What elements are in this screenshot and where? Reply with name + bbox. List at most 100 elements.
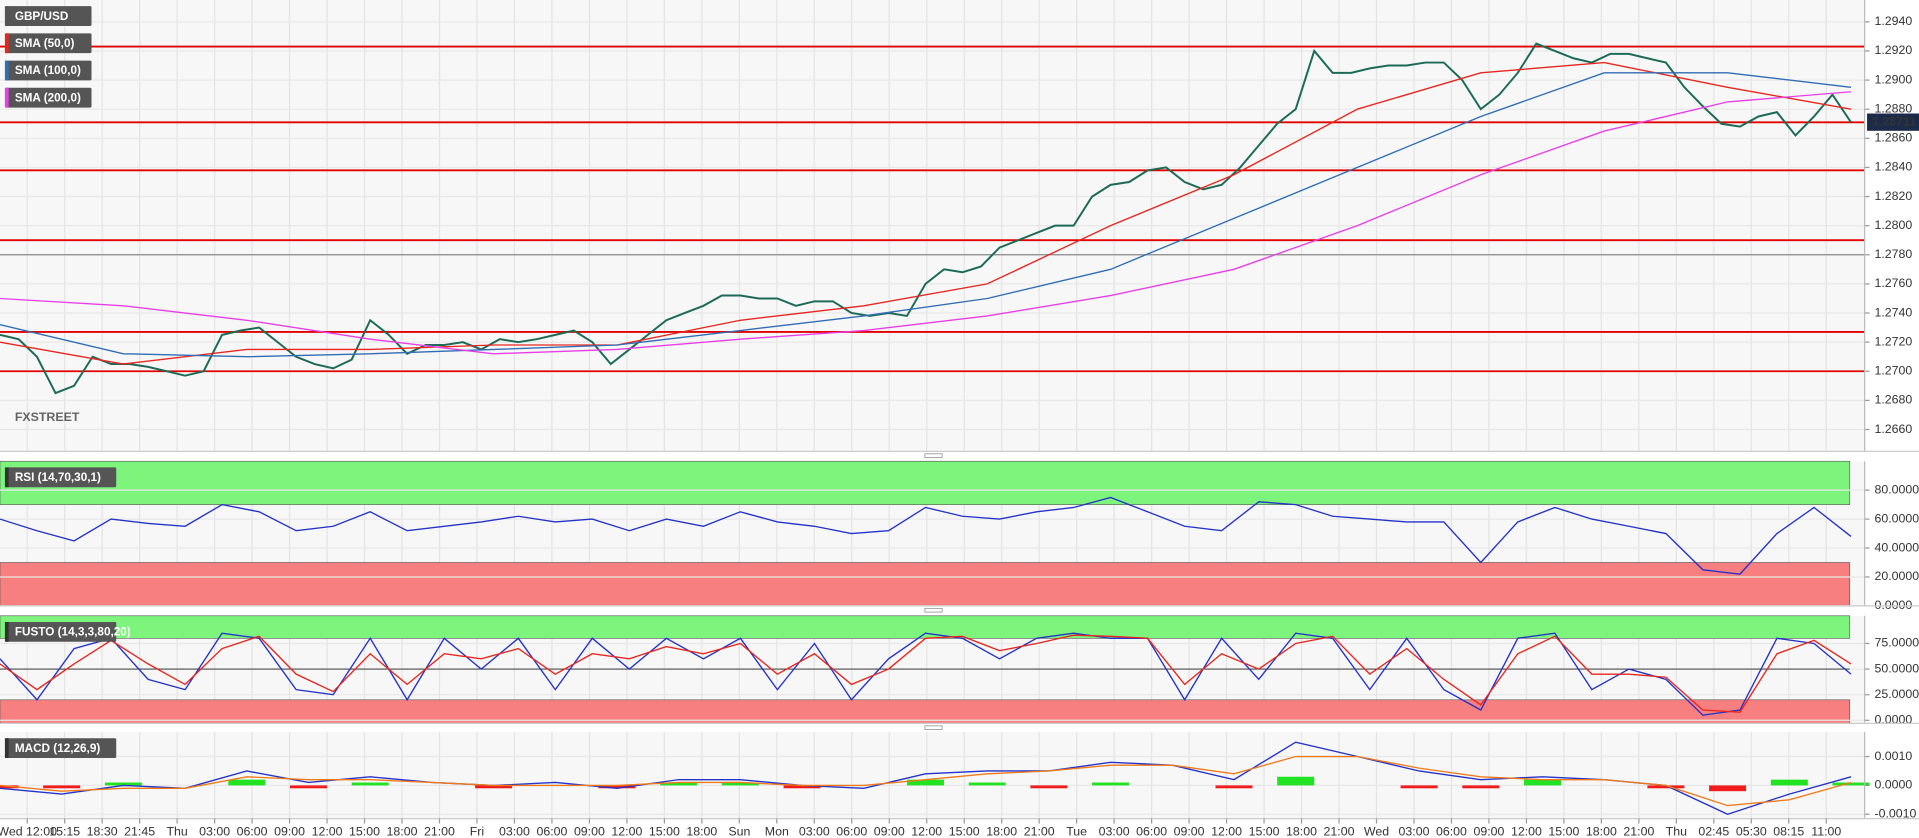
watermark: FXSTREET xyxy=(15,410,80,424)
y-tick-label: 1.2680 xyxy=(1874,393,1912,407)
legend-label: SMA (100,0) xyxy=(15,64,81,77)
x-tick-label: Sun xyxy=(728,824,750,838)
legend-swatch xyxy=(4,87,9,108)
legend-label: SMA (200,0) xyxy=(15,91,81,104)
panel-background xyxy=(0,732,1865,819)
legend-box xyxy=(4,467,117,488)
y-tick-label: 1.2740 xyxy=(1874,305,1912,319)
x-tick-label: 12:00 xyxy=(1511,824,1542,838)
y-tick-label: 80.0000 xyxy=(1874,482,1919,496)
panel-handle xyxy=(924,607,943,613)
histogram-bar xyxy=(1832,782,1870,786)
x-tick-label: 06:00 xyxy=(536,824,567,838)
x-tick-label: Thu xyxy=(1666,824,1687,838)
y-tick-label: 0.0000 xyxy=(1874,778,1912,792)
x-tick-label: Wed xyxy=(1364,824,1389,838)
histogram-bar xyxy=(1400,785,1438,789)
histogram-bar xyxy=(104,782,142,786)
x-tick-label: 15:15 xyxy=(49,824,80,838)
x-tick-label: 15:00 xyxy=(1249,824,1280,838)
x-tick-label: 03:00 xyxy=(1099,824,1130,838)
histogram-bar xyxy=(598,785,636,789)
histogram-bar xyxy=(1647,785,1685,789)
legend-swatch xyxy=(4,6,9,26)
x-tick-label: Thu xyxy=(166,824,187,838)
x-tick-label: 08:15 xyxy=(1773,824,1804,838)
y-tick-label: 1.2840 xyxy=(1874,160,1912,174)
x-tick-label: 03:00 xyxy=(1399,824,1430,838)
legend-label: RSI (14,70,30,1) xyxy=(15,471,101,484)
legend-label: GBP/USD xyxy=(15,10,68,23)
histogram-bar xyxy=(906,779,945,786)
x-tick-label: 12:00 xyxy=(312,824,343,838)
x-tick-label: 18:00 xyxy=(986,824,1017,838)
x-tick-label: 12:00 xyxy=(911,824,942,838)
y-tick-label: 1.2800 xyxy=(1874,218,1912,232)
x-tick-label: 12:00 xyxy=(611,824,642,838)
histogram-bar xyxy=(43,785,81,789)
legend-box xyxy=(4,738,117,758)
histogram-bar xyxy=(783,785,821,789)
x-tick-label: Tue xyxy=(1066,824,1087,838)
last-price-label: 1.28711 xyxy=(1872,114,1916,128)
x-tick-label: Mon xyxy=(765,824,789,838)
y-tick-label: 1.2720 xyxy=(1874,334,1912,348)
x-tick-label: 21:00 xyxy=(1024,824,1055,838)
x-tick-label: 18:30 xyxy=(87,824,118,838)
last-price-marker xyxy=(1867,113,1919,131)
y-tick-label: 1.2820 xyxy=(1874,189,1912,203)
x-tick-label: 06:00 xyxy=(1136,824,1167,838)
histogram-bar xyxy=(1215,785,1253,789)
y-tick-label: 1.2660 xyxy=(1874,422,1912,436)
x-tick-label: 15:00 xyxy=(1548,824,1579,838)
x-tick-label: 15:00 xyxy=(349,824,380,838)
legend-swatch xyxy=(4,33,9,54)
x-tick-label: 18:00 xyxy=(1286,824,1317,838)
x-tick-label: 03:00 xyxy=(799,824,830,838)
y-tick-label: 60.0000 xyxy=(1874,511,1919,525)
legend-label: SMA (50,0) xyxy=(15,37,75,50)
x-tick-label: 21:00 xyxy=(1623,824,1654,838)
series-line xyxy=(0,634,1852,713)
legend-swatch xyxy=(4,621,9,642)
x-tick-label: 06:00 xyxy=(237,824,268,838)
x-tick-label: 12:00 xyxy=(1211,824,1242,838)
y-tick-label: 1.2880 xyxy=(1874,101,1912,115)
x-tick-label: 02:45 xyxy=(1698,824,1729,838)
histogram-bar xyxy=(1770,779,1808,786)
x-tick-label: 06:00 xyxy=(1436,824,1467,838)
legend-box xyxy=(4,87,92,108)
series-line xyxy=(0,42,1852,395)
legend-swatch xyxy=(4,60,9,81)
histogram-bar xyxy=(660,782,698,786)
x-tick-label: 11:00 xyxy=(1811,824,1841,838)
series-line xyxy=(0,91,1852,355)
histogram-bar xyxy=(721,782,759,786)
y-tick-label: 1.2860 xyxy=(1874,131,1912,145)
y-tick-label: 0.0010 xyxy=(1874,749,1912,763)
x-tick-label: 15:00 xyxy=(649,824,680,838)
series-line xyxy=(0,632,1852,716)
x-tick-label: 09:00 xyxy=(1174,824,1205,838)
histogram-bar xyxy=(1092,782,1130,786)
legend-box xyxy=(4,33,92,54)
y-tick-label: 75.0000 xyxy=(1874,636,1919,650)
series-line xyxy=(0,72,1852,358)
x-tick-label: 18:00 xyxy=(686,824,717,838)
y-tick-label: 40.0000 xyxy=(1874,540,1919,554)
x-tick-label: 09:00 xyxy=(1473,824,1504,838)
y-tick-label: 0.0000 xyxy=(1874,713,1912,727)
x-tick-label: 06:00 xyxy=(836,824,867,838)
x-tick-label: 09:00 xyxy=(574,824,605,838)
histogram-bar xyxy=(475,785,513,789)
legend-swatch xyxy=(4,467,9,488)
y-tick-label: 1.2920 xyxy=(1874,43,1912,57)
x-tick-label: 05:30 xyxy=(1736,824,1767,838)
x-tick-label: 03:00 xyxy=(199,824,230,838)
x-tick-label: 03:00 xyxy=(499,824,530,838)
zone xyxy=(0,615,1851,639)
legend-box xyxy=(4,621,117,642)
histogram-bar xyxy=(1277,776,1315,786)
legend-box xyxy=(4,6,92,26)
legend-box xyxy=(4,60,92,81)
